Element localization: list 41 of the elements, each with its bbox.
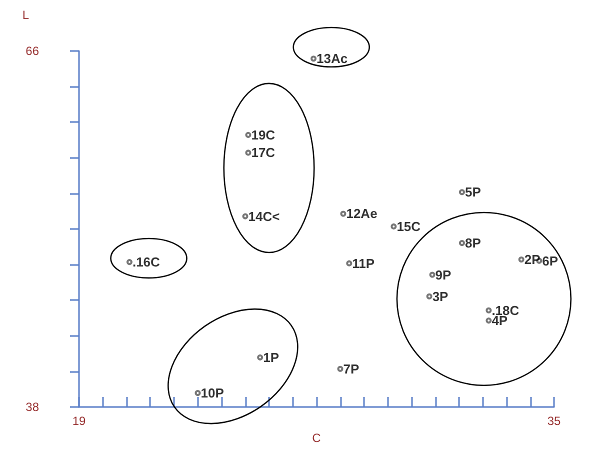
annotation: 2P bbox=[524, 252, 541, 268]
x-axis-title: C bbox=[312, 431, 322, 445]
annotation: 8P bbox=[464, 235, 482, 250]
point bbox=[126, 259, 132, 266]
annotation: 7P bbox=[343, 361, 360, 376]
point bbox=[245, 150, 252, 156]
point bbox=[458, 240, 465, 246]
annotation: 11P bbox=[352, 256, 375, 271]
annotation: 19C bbox=[251, 127, 276, 142]
annotation: 14C< bbox=[248, 208, 280, 224]
annotation: 5P bbox=[464, 184, 482, 200]
annotation: 10P bbox=[200, 386, 224, 401]
point bbox=[340, 210, 346, 217]
point bbox=[486, 318, 492, 324]
point bbox=[486, 307, 492, 314]
point bbox=[245, 132, 252, 138]
x-tick-label: 35 bbox=[547, 414, 561, 428]
annotation: 15C bbox=[396, 218, 422, 234]
annotation: 6P bbox=[542, 253, 558, 268]
point bbox=[337, 366, 344, 372]
annotation: 9P bbox=[435, 267, 452, 282]
point bbox=[242, 213, 248, 220]
annotation: 3P bbox=[432, 288, 449, 304]
annotation: 12Ae bbox=[346, 206, 378, 222]
annotation: 1P bbox=[263, 350, 280, 365]
point bbox=[390, 223, 397, 230]
point bbox=[257, 354, 264, 360]
y-axis-title: L bbox=[22, 8, 30, 22]
point bbox=[518, 256, 524, 263]
point bbox=[310, 56, 317, 62]
annotation: 17C bbox=[251, 145, 276, 160]
annotation: .16C bbox=[132, 254, 161, 270]
point bbox=[429, 272, 436, 278]
x-tick-label: 19 bbox=[72, 414, 86, 428]
point bbox=[346, 260, 352, 266]
point bbox=[458, 189, 465, 196]
point bbox=[426, 293, 432, 300]
point bbox=[194, 390, 201, 396]
y-tick-label: 66 bbox=[26, 44, 40, 58]
y-tick-label: 38 bbox=[26, 400, 40, 414]
annotation: 13Ac bbox=[316, 51, 348, 66]
